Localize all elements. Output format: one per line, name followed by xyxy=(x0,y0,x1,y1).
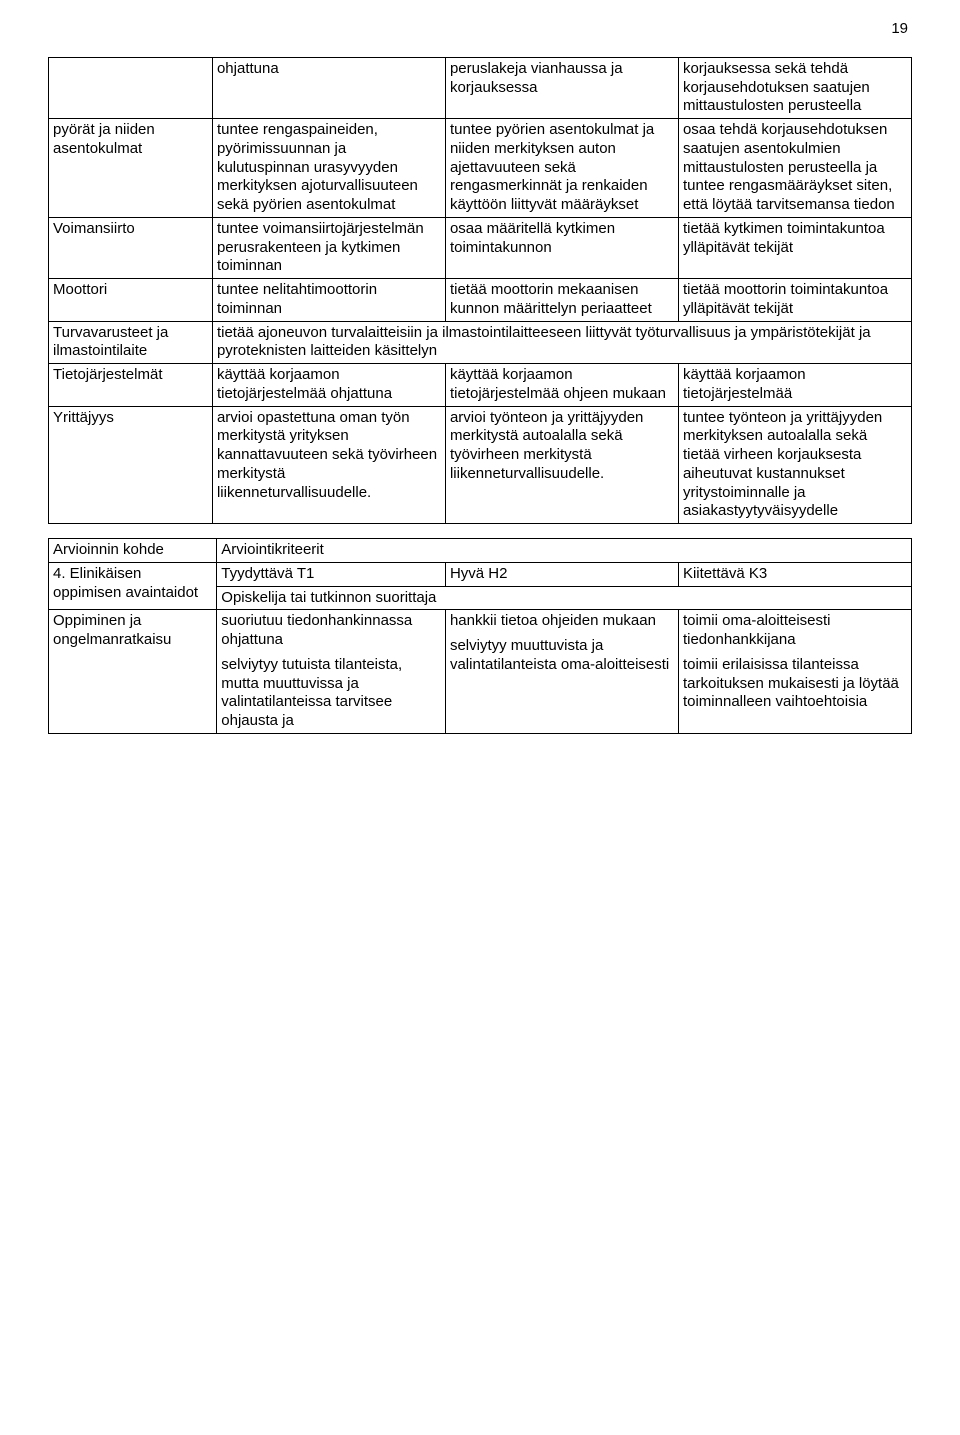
cell: Arvioinnin kohde xyxy=(49,539,217,563)
table-secondary: Arvioinnin kohde Arviointikriteerit 4. E… xyxy=(48,538,912,734)
cell: Hyvä H2 xyxy=(445,562,678,586)
cell: osaa tehdä korjausehdotuksen saatujen as… xyxy=(678,119,911,218)
cell-text: toimii oma-aloitteisesti tiedonhankkijan… xyxy=(683,612,907,650)
cell: 4. Elinikäisen oppimisen avaintaidot xyxy=(49,562,217,610)
cell: käyttää korjaamon tietojärjestelmää ohja… xyxy=(212,364,445,407)
table-row: Yrittäjyys arvioi opastettuna oman työn … xyxy=(49,406,912,524)
page-number: 19 xyxy=(48,20,912,39)
cell: Tyydyttävä T1 xyxy=(217,562,446,586)
cell: tuntee voimansiirtojärjestelmän perusrak… xyxy=(212,217,445,278)
cell: Opiskelija tai tutkinnon suorittaja xyxy=(217,586,912,610)
cell-text: selviytyy tutuista tilanteista, mutta mu… xyxy=(221,656,441,731)
table-row: Voimansiirto tuntee voimansiirtojärjeste… xyxy=(49,217,912,278)
cell: tietää ajoneuvon turvalaitteisiin ja ilm… xyxy=(212,321,911,364)
cell: arvioi opastettuna oman työn merkitystä … xyxy=(212,406,445,524)
cell: tietää kytkimen toimintakuntoa ylläpitäv… xyxy=(678,217,911,278)
cell: pyörät ja niiden asentokulmat xyxy=(49,119,213,218)
cell: Oppiminen ja ongelmanratkaisu xyxy=(49,610,217,734)
cell: tuntee nelitahtimoottorin toiminnan xyxy=(212,279,445,322)
table-row: pyörät ja niiden asentokulmat tuntee ren… xyxy=(49,119,912,218)
cell: arvioi työnteon ja yrittäjyyden merkitys… xyxy=(445,406,678,524)
table-row: Moottori tuntee nelitahtimoottorin toimi… xyxy=(49,279,912,322)
cell: käyttää korjaamon tietojärjestelmää ohje… xyxy=(445,364,678,407)
cell: Moottori xyxy=(49,279,213,322)
cell: Tietojärjestelmät xyxy=(49,364,213,407)
table-row: 4. Elinikäisen oppimisen avaintaidot Tyy… xyxy=(49,562,912,586)
cell: ohjattuna xyxy=(212,57,445,118)
cell: hankkii tietoa ohjeiden mukaan selviytyy… xyxy=(445,610,678,734)
cell: Kiitettävä K3 xyxy=(678,562,911,586)
cell: tietää moottorin mekaanisen kunnon määri… xyxy=(445,279,678,322)
table-row: ohjattuna peruslakeja vianhaussa ja korj… xyxy=(49,57,912,118)
cell: Yrittäjyys xyxy=(49,406,213,524)
cell-text: suoriutuu tiedonhankinnassa ohjattuna xyxy=(221,612,441,650)
cell-text: toimii erilaisissa tilanteissa tarkoituk… xyxy=(683,656,907,712)
cell: peruslakeja vianhaussa ja korjauksessa xyxy=(445,57,678,118)
cell: käyttää korjaamon tietojärjestelmää xyxy=(678,364,911,407)
table-main: ohjattuna peruslakeja vianhaussa ja korj… xyxy=(48,57,912,524)
cell-text: selviytyy muuttuvista ja valintatilantei… xyxy=(450,637,674,675)
cell: korjauksessa sekä tehdä korjausehdotukse… xyxy=(678,57,911,118)
cell: osaa määritellä kytkimen toimintakunnon xyxy=(445,217,678,278)
table-row: Tietojärjestelmät käyttää korjaamon tiet… xyxy=(49,364,912,407)
cell: Turvavarusteet ja ilmastointilaite xyxy=(49,321,213,364)
cell: tuntee pyörien asentokulmat ja niiden me… xyxy=(445,119,678,218)
cell-text: hankkii tietoa ohjeiden mukaan xyxy=(450,612,674,631)
cell: toimii oma-aloitteisesti tiedonhankkijan… xyxy=(678,610,911,734)
cell: suoriutuu tiedonhankinnassa ohjattuna se… xyxy=(217,610,446,734)
table-row: Oppiminen ja ongelmanratkaisu suoriutuu … xyxy=(49,610,912,734)
cell: tuntee rengaspaineiden, pyörimissuunnan … xyxy=(212,119,445,218)
cell xyxy=(49,57,213,118)
cell: tuntee työnteon ja yrittäjyyden merkityk… xyxy=(678,406,911,524)
table-row: Arvioinnin kohde Arviointikriteerit xyxy=(49,539,912,563)
cell: Voimansiirto xyxy=(49,217,213,278)
cell: tietää moottorin toimintakuntoa ylläpitä… xyxy=(678,279,911,322)
table-row: Turvavarusteet ja ilmastointilaite tietä… xyxy=(49,321,912,364)
cell: Arviointikriteerit xyxy=(217,539,912,563)
